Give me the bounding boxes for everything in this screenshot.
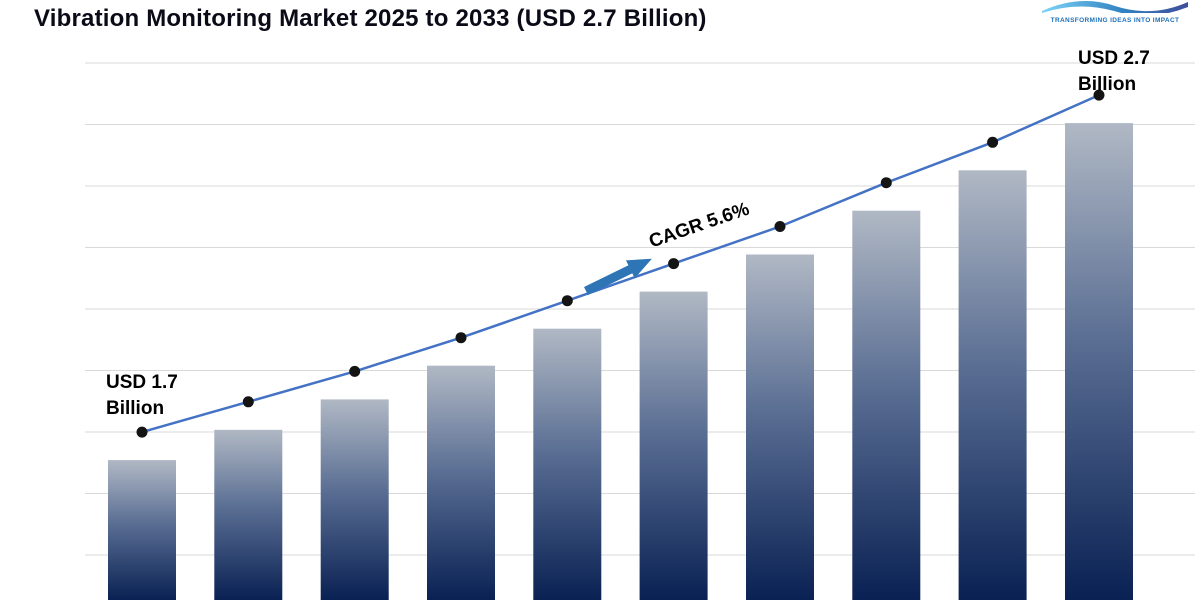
data-point [1093,89,1105,101]
data-point [242,396,254,408]
data-point [455,332,467,344]
bar [746,254,814,600]
bar [1065,123,1133,600]
data-point [668,258,680,270]
logo-tagline: TRANSFORMING IDEAS INTO IMPACT [1050,17,1180,24]
cagr-arrow-icon [584,258,652,296]
logo-swoosh-icon [1042,1,1188,16]
data-point [774,221,786,232]
end-value-label: USD 2.7 Billion [1078,48,1150,96]
data-point [987,136,999,148]
trend-line [141,93,1100,434]
bar [427,365,495,600]
start-value-label: USD 1.7 Billion [106,372,178,420]
trend-line-layer [136,89,1105,438]
bar [214,429,283,600]
bar [320,399,389,600]
data-point [136,426,148,438]
data-point [880,177,892,189]
bar [533,328,602,600]
bar [108,460,176,600]
bar [852,210,921,600]
bar [958,170,1027,600]
data-point [349,365,361,377]
bar [639,291,708,600]
data-point [561,295,573,307]
bars [108,123,1133,600]
logo: TRANSFORMING IDEAS INTO IMPACT [1036,0,1194,25]
chart-title: Vibration Monitoring Market 2025 to 2033… [34,5,707,32]
